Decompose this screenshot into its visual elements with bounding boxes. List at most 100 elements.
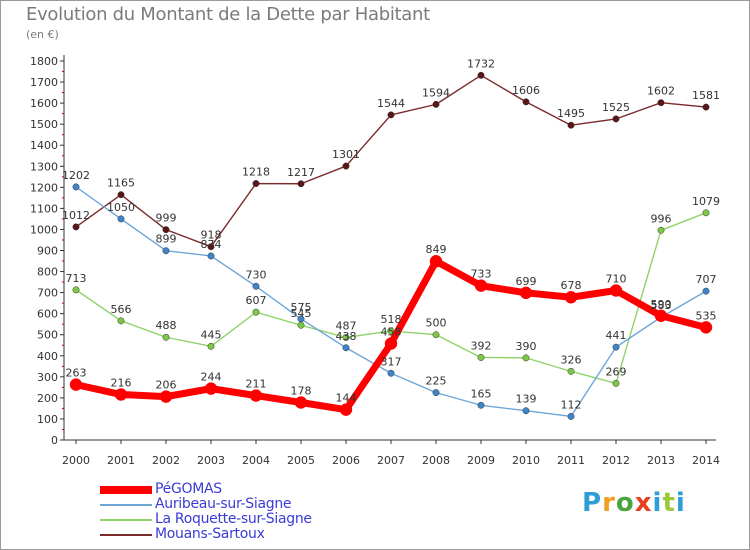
chart-unit: (en €)	[26, 28, 59, 41]
data-label: 918	[201, 229, 222, 242]
y-tick-label: 1100	[30, 202, 58, 215]
chart-title: Evolution du Montant de la Dette par Hab…	[26, 4, 430, 25]
data-label: 999	[156, 212, 177, 225]
x-tick-label: 2006	[332, 454, 360, 467]
data-label: 1732	[467, 57, 495, 70]
data-label: 211	[246, 378, 267, 391]
data-point	[519, 286, 533, 300]
data-point	[342, 162, 350, 170]
data-point	[162, 226, 170, 234]
data-point	[204, 382, 218, 395]
data-label: 1165	[107, 177, 135, 190]
data-label: 500	[426, 317, 447, 330]
y-tick-label: 1600	[30, 97, 58, 110]
data-label: 1218	[242, 166, 270, 179]
x-tick-label: 2011	[557, 454, 585, 467]
y-tick-label: 1400	[30, 139, 58, 152]
data-label: 487	[336, 319, 357, 332]
data-point	[72, 183, 80, 191]
data-label: 112	[561, 398, 582, 411]
data-point	[297, 180, 305, 188]
data-point	[117, 191, 125, 199]
data-label: 244	[201, 371, 222, 384]
data-point	[702, 287, 710, 295]
data-label: 488	[156, 319, 177, 332]
x-tick-label: 2003	[197, 454, 225, 467]
data-label: 607	[246, 294, 267, 307]
data-label: 1544	[377, 97, 405, 110]
y-tick-label: 1300	[30, 160, 58, 173]
data-point	[72, 286, 80, 294]
y-tick-label: 1800	[30, 55, 58, 68]
data-point	[564, 290, 578, 304]
data-label: 996	[651, 212, 672, 225]
y-tick-label: 900	[37, 245, 58, 258]
data-point	[657, 226, 665, 234]
data-label: 317	[381, 355, 402, 368]
data-point	[612, 343, 620, 351]
data-label: 178	[291, 385, 312, 398]
logo-letter: i	[675, 488, 686, 518]
data-point	[162, 247, 170, 255]
data-point	[69, 378, 83, 391]
data-label: 583	[651, 299, 672, 312]
data-label: 144	[336, 392, 357, 405]
data-label: 707	[696, 273, 717, 286]
data-label: 165	[471, 387, 492, 400]
logo-letter: t	[662, 488, 676, 518]
data-point	[702, 103, 710, 111]
data-point	[387, 369, 395, 377]
data-label: 535	[696, 309, 717, 322]
data-point	[339, 403, 353, 416]
data-label: 678	[561, 279, 582, 292]
data-point	[72, 223, 80, 231]
y-tick-label: 1000	[30, 223, 58, 236]
data-point	[567, 367, 575, 375]
y-tick-label: 1700	[30, 76, 58, 89]
data-point	[474, 279, 488, 292]
legend-label: Mouans-Sartoux	[155, 526, 265, 542]
data-point	[657, 99, 665, 107]
data-label: 1050	[107, 201, 135, 214]
data-point	[477, 354, 485, 361]
data-point	[342, 344, 350, 352]
data-label: 445	[201, 328, 222, 341]
data-point	[114, 388, 128, 401]
data-label: 730	[246, 268, 267, 281]
legend-label: La Roquette-sur-Siagne	[155, 511, 312, 527]
data-label: 392	[471, 339, 492, 352]
data-point	[432, 389, 440, 397]
data-point	[699, 321, 713, 334]
legend-swatch	[100, 534, 152, 536]
legend-swatch	[100, 519, 152, 521]
data-label: 1202	[62, 169, 90, 182]
data-point	[252, 180, 260, 187]
data-point	[432, 331, 440, 339]
legend-swatch	[100, 486, 152, 494]
data-point	[522, 354, 530, 362]
y-tick-label: 1500	[30, 118, 58, 131]
logo-letter: r	[602, 488, 616, 518]
data-label: 390	[516, 340, 537, 353]
x-tick-label: 2012	[602, 454, 630, 467]
x-tick-label: 2009	[467, 454, 495, 467]
data-point	[609, 284, 623, 297]
logo-letter: P	[582, 488, 603, 518]
x-tick-label: 2001	[107, 454, 135, 467]
data-point	[159, 390, 173, 403]
data-label: 1301	[332, 148, 360, 161]
data-label: 1525	[602, 101, 630, 114]
data-label: 1581	[692, 89, 720, 102]
data-label: 899	[156, 233, 177, 246]
data-label: 206	[156, 379, 177, 392]
data-point	[384, 337, 398, 350]
y-tick-label: 800	[37, 266, 58, 279]
data-label: 1012	[62, 209, 90, 222]
x-tick-label: 2007	[377, 454, 405, 467]
data-label: 874	[201, 238, 222, 251]
data-label: 575	[291, 301, 312, 314]
data-point	[252, 282, 260, 290]
data-label: 1602	[647, 85, 675, 98]
